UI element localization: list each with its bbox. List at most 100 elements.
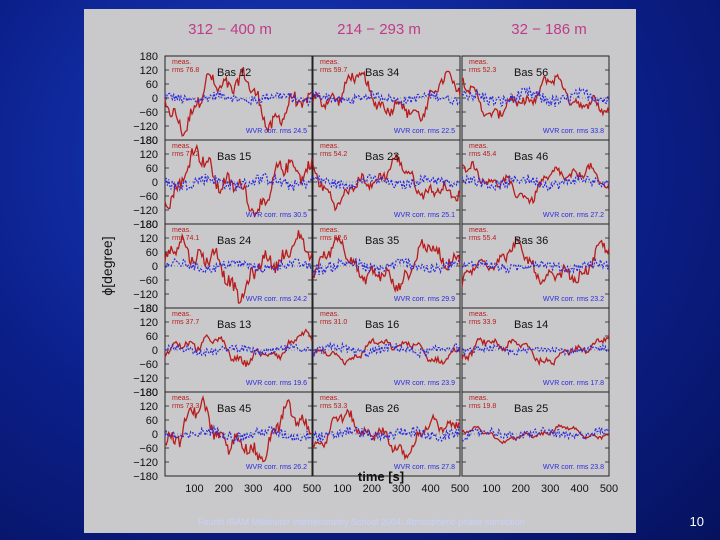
slide-footer: Fourth IRAM Millimeter Interferometry Sc… (198, 517, 525, 527)
corr-rms-label: WVR corr. rms 30.5 (246, 212, 307, 219)
corrected-phase-line (164, 257, 313, 274)
y-tick-label: 120 (140, 233, 158, 245)
corrected-phase-line (461, 343, 610, 357)
y-tick-label: −60 (139, 107, 158, 119)
meas-rms-label: rms 45.4 (469, 151, 496, 158)
corr-rms-label: WVR corr. rms 27.8 (394, 464, 455, 471)
meas-rms-label: rms 74.1 (172, 235, 199, 242)
y-tick-label: 180 (140, 135, 158, 147)
baseline-label: Bas 36 (514, 235, 548, 247)
baseline-label: Bas 16 (365, 319, 399, 331)
meas-label: meas. (469, 143, 488, 150)
y-tick-label: −120 (133, 457, 158, 469)
x-tick-label: 300 (541, 483, 559, 495)
y-tick-label: 120 (140, 149, 158, 161)
meas-rms-label: rms 52.3 (469, 67, 496, 74)
corrected-phase-line (164, 424, 313, 443)
x-tick-label: 400 (570, 483, 588, 495)
measured-phase-line (312, 337, 461, 366)
x-tick-label: 300 (392, 483, 410, 495)
x-tick-label: 400 (421, 483, 439, 495)
column-header: 32 − 186 m (511, 21, 586, 38)
x-tick-label: 100 (185, 483, 203, 495)
y-tick-label: 0 (152, 261, 158, 273)
y-tick-label: 60 (146, 247, 158, 259)
measured-phase-line (461, 73, 610, 119)
corrected-phase-line (164, 343, 313, 358)
meas-rms-label: rms 19.8 (469, 403, 496, 410)
corr-rms-label: WVR corr. rms 27.2 (543, 212, 604, 219)
baseline-label: Bas 15 (217, 151, 251, 163)
y-tick-label: 60 (146, 331, 158, 343)
corr-rms-label: WVR corr. rms 17.8 (543, 380, 604, 387)
meas-label: meas. (172, 59, 191, 66)
meas-rms-label: rms 76.8 (172, 67, 199, 74)
corr-rms-label: WVR corr. rms 23.2 (543, 296, 604, 303)
y-tick-label: −120 (133, 121, 158, 133)
meas-rms-label: rms 73.3 (172, 403, 199, 410)
corrected-phase-line (461, 174, 610, 192)
meas-rms-label: rms 33.9 (469, 319, 496, 326)
y-tick-label: 60 (146, 415, 158, 427)
baseline-label: Bas 12 (217, 67, 251, 79)
x-tick-label: 500 (600, 483, 618, 495)
meas-label: meas. (469, 311, 488, 318)
x-tick-label: 200 (215, 483, 233, 495)
meas-rms-label: rms 37.7 (172, 319, 199, 326)
column-header: 312 − 400 m (188, 21, 272, 38)
measured-phase-line (461, 423, 610, 445)
baseline-label: Bas 26 (365, 403, 399, 415)
measured-phase-line (164, 143, 313, 219)
y-tick-label: −120 (133, 289, 158, 301)
corr-rms-label: WVR corr. rms 24.2 (246, 296, 307, 303)
y-tick-label: −60 (139, 359, 158, 371)
baseline-label: Bas 14 (514, 319, 548, 331)
y-tick-label: 60 (146, 163, 158, 175)
baseline-label: Bas 24 (217, 235, 251, 247)
measured-phase-line (164, 230, 313, 304)
x-tick-label: 200 (512, 483, 530, 495)
corrected-phase-line (164, 172, 313, 192)
y-tick-label: 60 (146, 79, 158, 91)
measured-phase-line (312, 234, 461, 294)
meas-label: meas. (172, 143, 191, 150)
measured-phase-line (461, 238, 610, 287)
meas-rms-label: rms 31.0 (320, 319, 347, 326)
y-tick-label: −180 (133, 219, 158, 231)
corr-rms-label: WVR corr. rms 26.2 (246, 464, 307, 471)
measured-phase-line (312, 408, 461, 461)
measured-phase-line (461, 334, 610, 367)
measured-phase-line (312, 153, 461, 212)
meas-label: meas. (469, 395, 488, 402)
y-tick-label: −180 (133, 471, 158, 483)
corr-rms-label: WVR corr. rms 23.8 (543, 464, 604, 471)
y-tick-label: −120 (133, 205, 158, 217)
x-tick-label: 500 (451, 483, 469, 495)
meas-rms-label: rms 77.2 (172, 151, 199, 158)
y-tick-label: −180 (133, 135, 158, 147)
y-tick-label: −60 (139, 275, 158, 287)
measured-phase-line (164, 395, 313, 463)
meas-label: meas. (320, 311, 339, 318)
measured-phase-line (461, 160, 610, 205)
meas-rms-label: rms 53.3 (320, 403, 347, 410)
baseline-label: Bas 13 (217, 319, 251, 331)
meas-label: meas. (469, 59, 488, 66)
baseline-label: Bas 35 (365, 235, 399, 247)
x-tick-label: 100 (482, 483, 500, 495)
corrected-phase-line (312, 257, 461, 275)
meas-rms-label: rms 59.7 (320, 67, 347, 74)
meas-label: meas. (172, 227, 191, 234)
column-header: 214 − 293 m (337, 21, 421, 38)
slide-number: 10 (689, 514, 704, 529)
meas-label: meas. (320, 395, 339, 402)
y-tick-label: 0 (152, 93, 158, 105)
corr-rms-label: WVR corr. rms 23.9 (394, 380, 455, 387)
meas-label: meas. (172, 395, 191, 402)
y-tick-label: −180 (133, 387, 158, 399)
y-tick-label: 180 (140, 51, 158, 63)
x-tick-label: 400 (273, 483, 291, 495)
meas-label: meas. (172, 311, 191, 318)
measured-phase-line (164, 66, 313, 137)
meas-rms-label: rms 54.2 (320, 151, 347, 158)
